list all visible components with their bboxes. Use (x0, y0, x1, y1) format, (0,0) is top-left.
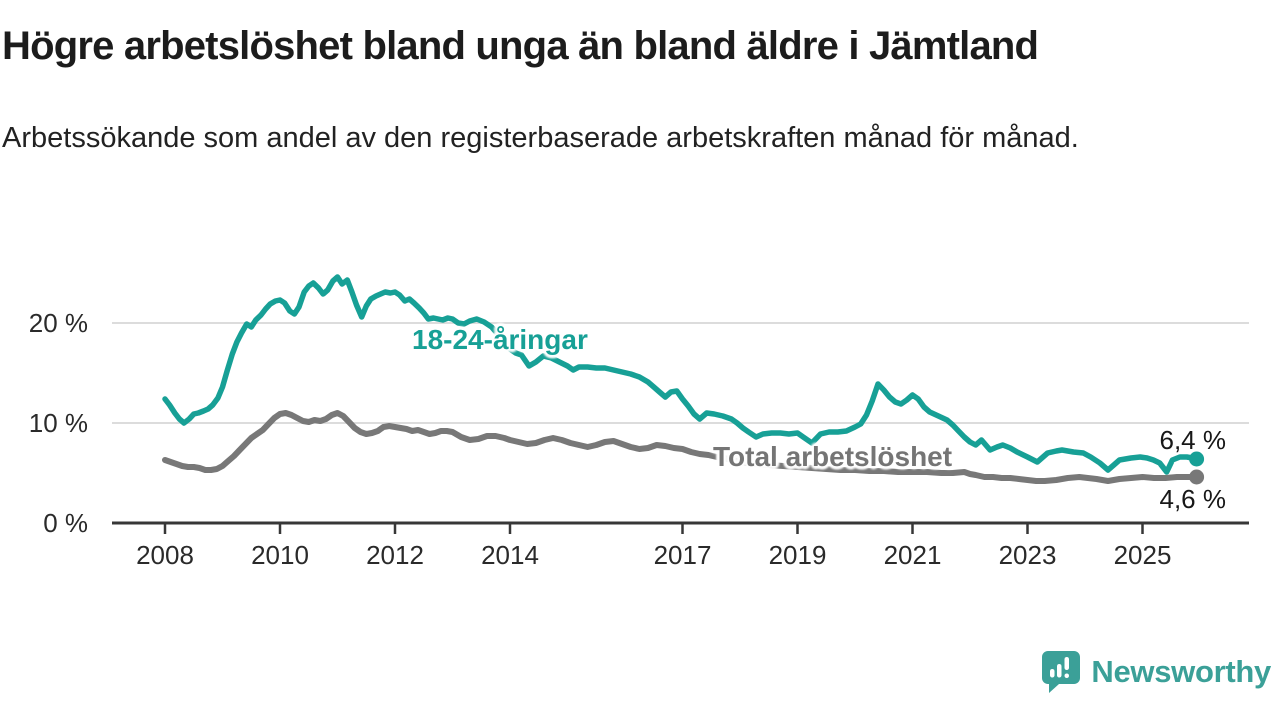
end-value-label-total: 4,6 % (1159, 484, 1227, 514)
series-label-18-24: 18-24-åringar (412, 324, 588, 355)
y-tick-label: 10 % (28, 408, 88, 438)
x-axis (112, 521, 1249, 534)
page-title: Högre arbetslöshet bland unga än bland ä… (2, 24, 1039, 68)
end-value-label-18-24: 6,4 % (1159, 425, 1227, 455)
gridlines (112, 322, 1249, 424)
x-tick-label: 2014 (481, 540, 539, 570)
x-tick-label: 2025 (1113, 540, 1172, 570)
y-tick-label: 0 % (43, 508, 88, 538)
x-tick-label: 2008 (136, 540, 194, 570)
x-tick-label: 2017 (653, 540, 712, 570)
x-tick-label: 2023 (998, 540, 1057, 570)
newsworthy-logo-text: Newsworthy (1091, 654, 1271, 689)
x-tick-label: 2021 (883, 540, 942, 570)
x-tick-label: 2012 (366, 540, 424, 570)
logo-bar-chart (1050, 657, 1070, 678)
x-tick-label: 2010 (251, 540, 309, 570)
subtitle: Arbetssökande som andel av den registerb… (2, 122, 1079, 154)
series-label-total: Total arbetslöshet (713, 441, 953, 472)
newsworthy-logo-icon (1042, 651, 1081, 693)
series-lines (162, 274, 1205, 485)
newsworthy-logo: Newsworthy (1041, 650, 1271, 694)
y-tick-label: 20 % (28, 308, 88, 338)
x-tick-label: 2019 (768, 540, 827, 570)
